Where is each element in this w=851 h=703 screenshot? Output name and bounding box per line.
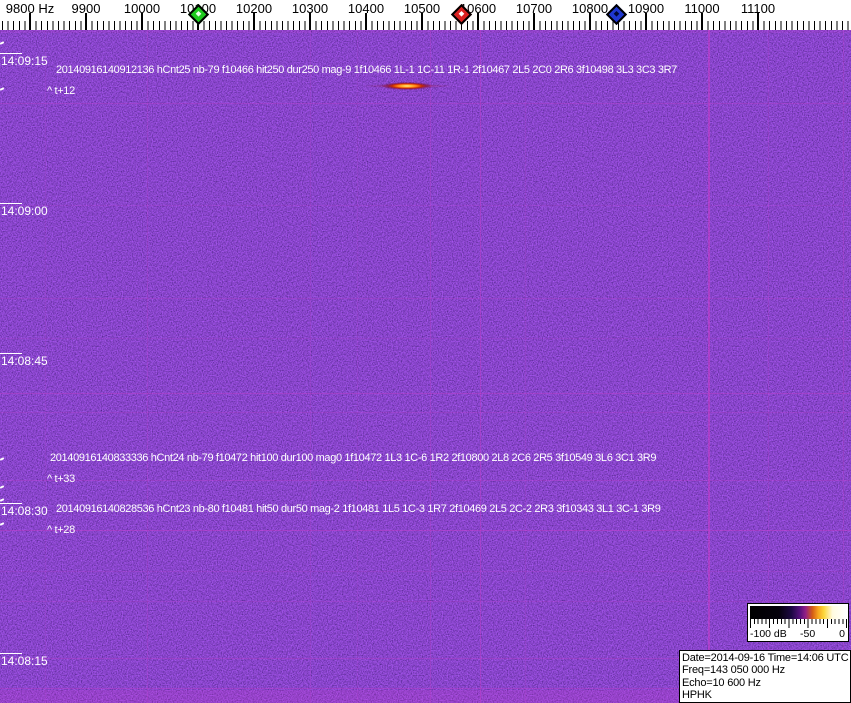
detection-annotation: 20140916140833336 hCnt24 nb-79 f10472 hi… (50, 452, 657, 464)
frequency-axis: 9800 Hz990010000101001020010300104001050… (0, 0, 851, 30)
timescale-line (0, 353, 22, 354)
scale-ticks-minor (750, 619, 847, 624)
detection-tag: ^ t+28 (47, 524, 75, 536)
timestamp-label: 14:09:00 (1, 204, 48, 218)
major-tick (533, 13, 535, 30)
info-echo-line: Echo=10 600 Hz (682, 676, 761, 689)
major-tick (477, 13, 479, 30)
carrier-line-vertical (310, 30, 311, 703)
timescale-line (0, 53, 22, 54)
status-info-box: Date=2014-09-16 Time=14:06 UTC Freq=143 … (679, 650, 851, 703)
spectrogram-area: 20140916140912136 hCnt25 nb-79 f10466 hi… (0, 30, 851, 703)
major-tick (645, 13, 647, 30)
carrier-line-vertical (525, 30, 526, 703)
detection-tag: ^ t+12 (47, 85, 75, 97)
carrier-line-horizontal (0, 530, 851, 531)
info-station-line: HPHK (682, 689, 712, 702)
info-freq-line: Freq=143 050 000 Hz (682, 664, 785, 677)
frequency-tick-label: 10800 (571, 1, 609, 16)
frequency-tick-label: 10700 (515, 1, 553, 16)
major-tick (701, 13, 703, 30)
info-date-line: Date=2014-09-16 Time=14:06 UTC (682, 652, 849, 664)
carrier-line-vertical (45, 30, 46, 703)
carrier-line-horizontal (0, 103, 851, 104)
frequency-tick-label: 9900 (71, 1, 101, 16)
frequency-tick-label: 11100 (740, 1, 776, 16)
carrier-line-horizontal (0, 571, 851, 572)
carrier-line-horizontal (0, 30, 851, 33)
major-tick (365, 13, 367, 30)
frequency-tick-label: 10000 (123, 1, 161, 16)
timestamp-label: 14:08:15 (1, 654, 48, 668)
major-tick (85, 13, 87, 30)
db-color-scale: -100 dB -50 0 (747, 603, 849, 642)
minor-tick-comb (2, 21, 850, 30)
frequency-tick-label: 10900 (627, 1, 665, 16)
major-tick (309, 13, 311, 30)
color-gradient-bar (750, 606, 846, 619)
timestamp-label: 14:08:30 (1, 504, 48, 518)
scale-label-mid: -50 (800, 628, 816, 640)
major-tick (141, 13, 143, 30)
timestamp-label: 14:09:15 (1, 54, 48, 68)
frequency-tick-label: 10400 (347, 1, 385, 16)
frequency-tick-label: 10200 (235, 1, 273, 16)
timescale-line (0, 503, 22, 504)
carrier-line-horizontal (0, 338, 851, 339)
frequency-tick-label: 10300 (291, 1, 329, 16)
carrier-line-horizontal (0, 393, 851, 394)
carrier-line-horizontal (0, 601, 851, 602)
carrier-line-horizontal (0, 688, 851, 689)
red-marker-center (458, 10, 465, 17)
timescale-line (0, 653, 22, 654)
green-marker-center (195, 10, 201, 17)
carrier-line-horizontal (0, 412, 851, 413)
timescale-line (0, 203, 22, 204)
major-tick (421, 13, 423, 30)
detection-tag: ^ t+33 (47, 473, 75, 485)
carrier-line-vertical (147, 30, 148, 703)
major-tick (29, 13, 31, 30)
frequency-tick-label: 11000 (684, 1, 720, 16)
frequency-tick-label: 9800 Hz (5, 1, 55, 16)
carrier-line-vertical (768, 30, 769, 703)
carrier-line-horizontal (0, 690, 851, 703)
carrier-line-horizontal (0, 298, 851, 299)
carrier-line-horizontal (0, 205, 851, 206)
carrier-line-vertical (480, 30, 481, 703)
major-tick (589, 13, 591, 30)
meteor-echo-blob (381, 82, 433, 90)
detection-annotation: 20140916140912136 hCnt25 nb-79 f10466 hi… (56, 64, 678, 76)
detection-annotation: 20140916140828536 hCnt23 nb-80 f10481 hi… (56, 503, 661, 515)
carrier-line-horizontal (0, 658, 851, 659)
frequency-tick-label: 10500 (403, 1, 441, 16)
noise-texture (0, 30, 851, 703)
carrier-line-vertical (708, 30, 710, 703)
major-tick (253, 13, 255, 30)
carrier-line-horizontal (0, 480, 851, 481)
carrier-line-vertical (843, 30, 844, 703)
scale-label-min: -100 dB (750, 628, 787, 640)
blue-marker-center (614, 10, 620, 17)
scale-label-max: 0 (839, 628, 845, 640)
carrier-line-vertical (430, 30, 431, 703)
major-tick (757, 13, 759, 30)
carrier-line-vertical (357, 30, 358, 703)
timestamp-label: 14:08:45 (1, 354, 48, 368)
